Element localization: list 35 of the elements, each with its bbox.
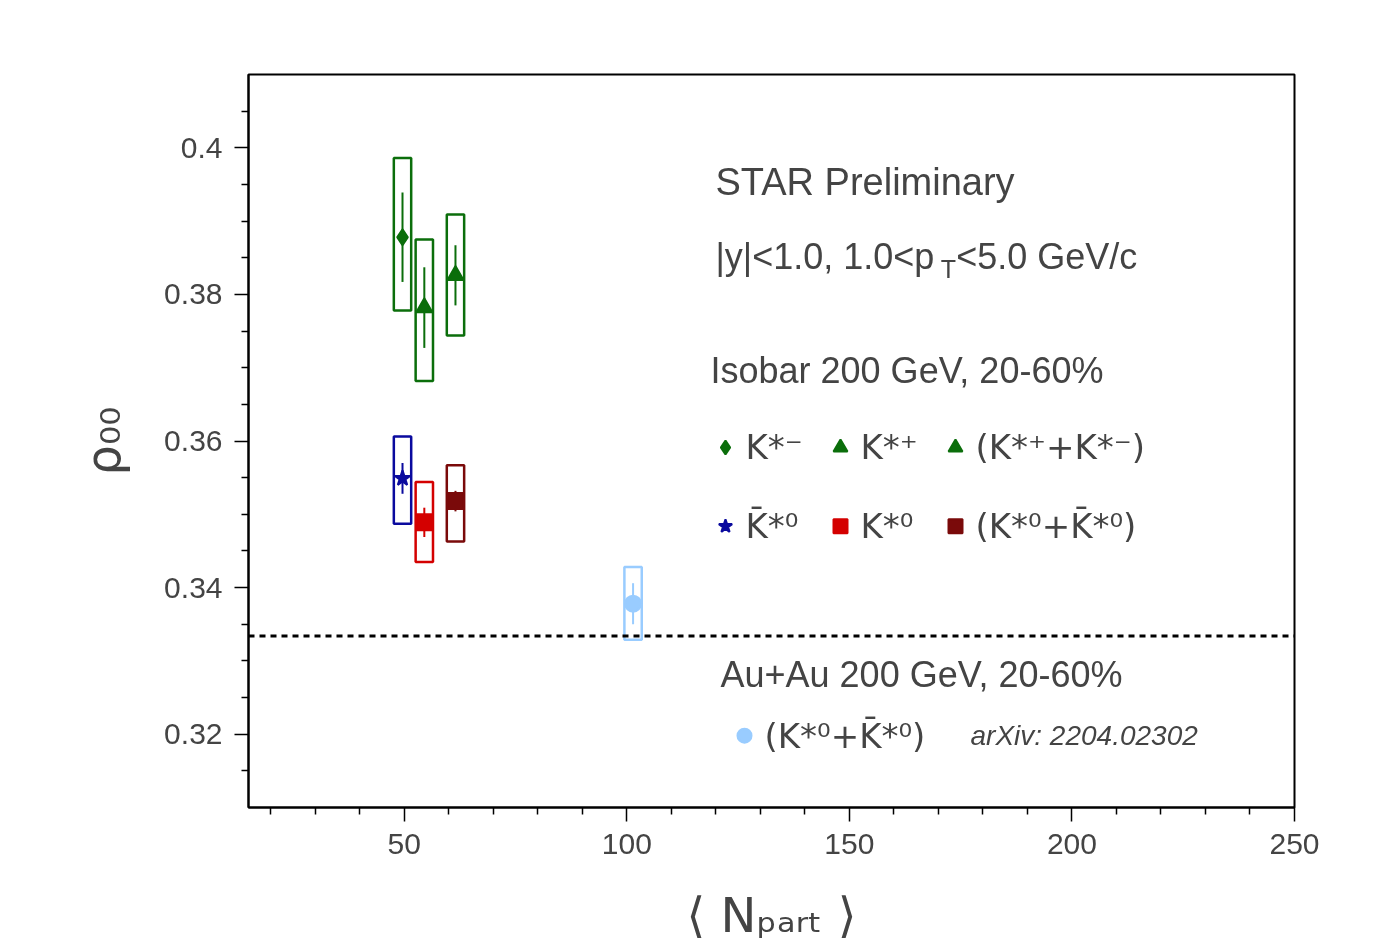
x-tick-label: 200: [1046, 826, 1097, 860]
legend-label: (K*⁺+K*⁻): [975, 427, 1146, 468]
annotation: Au+Au 200 GeV, 20-60%: [720, 654, 1123, 696]
y-axis-title: ρ₀₀: [75, 406, 132, 476]
legend-label: K*⁻: [745, 427, 803, 468]
x-tick-label: 50: [387, 826, 421, 860]
annotation: arXiv: 2204.02302: [970, 720, 1199, 752]
legend-label: K*⁺: [860, 427, 918, 468]
bar: [445, 463, 466, 543]
bar: [392, 435, 413, 526]
y-tick-label: 0.34: [164, 570, 223, 604]
annotation: Isobar 200 GeV, 20-60%: [710, 350, 1104, 392]
x-tick-label: 100: [601, 826, 652, 860]
bar: [414, 480, 435, 564]
y-tick-label: 0.36: [164, 424, 223, 457]
x-tick-label: 150: [824, 826, 875, 860]
point: [446, 492, 465, 511]
legend-label: (K*⁰+K̄*⁰): [975, 506, 1137, 547]
y-tick-label: 0.4: [180, 130, 223, 164]
x-axis-title: ⟨ Nₚₐᵣₜ ⟩: [686, 886, 857, 943]
legend-label: K*⁰: [860, 506, 914, 547]
point: [393, 469, 412, 486]
y-tick-label: 0.32: [164, 717, 223, 751]
x-tick-label: 250: [1269, 826, 1320, 860]
legend-label: K̄*⁰: [745, 506, 799, 547]
legend-label: (K*⁰+K̄*⁰): [764, 715, 926, 756]
bar: [623, 565, 643, 641]
bar: [445, 213, 466, 337]
bar: [392, 156, 413, 312]
point: [446, 265, 465, 281]
point: [415, 513, 434, 532]
bar: [414, 238, 435, 383]
y-tick-label: 0.38: [164, 277, 223, 311]
point: [415, 297, 434, 314]
annotation: STAR Preliminary: [715, 161, 1015, 204]
